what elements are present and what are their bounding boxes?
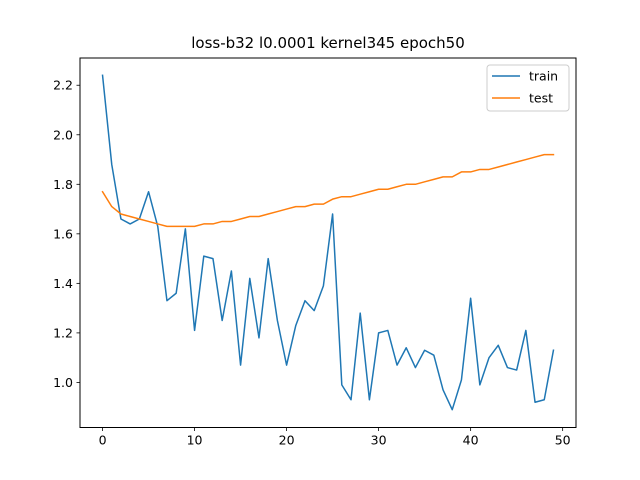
y-tick-label: 1.4: [53, 276, 73, 291]
x-tick-label: 20: [279, 433, 295, 448]
y-tick-label: 2.0: [53, 127, 73, 142]
x-tick-label: 30: [371, 433, 387, 448]
plot-lines: [101, 74, 555, 411]
axes-frame: [79, 57, 577, 428]
y-tick-label: 1.6: [53, 226, 73, 241]
x-tick-label: 40: [463, 433, 479, 448]
chart-title: loss-b32 l0.0001 kernel345 epoch50: [191, 34, 465, 52]
x-tick-label: 50: [555, 433, 571, 448]
y-tick-label: 2.2: [53, 78, 73, 93]
y-tick-label: 1.8: [53, 177, 73, 192]
legend-label-test: test: [529, 91, 553, 106]
series-line-train: [101, 74, 555, 411]
legend: train test: [486, 64, 570, 112]
y-tick-label: 1.0: [53, 375, 73, 390]
x-tick-label: 10: [187, 433, 203, 448]
legend-label-train: train: [529, 69, 558, 84]
y-tick-label: 1.2: [53, 325, 73, 340]
axis-ticks: 0 10 20 30 40 50 1.0 1.2 1.4 1.6 1.8 2.0 2.2: [53, 78, 571, 448]
series-line-test: [101, 153, 555, 228]
x-tick-label: 0: [99, 433, 107, 448]
